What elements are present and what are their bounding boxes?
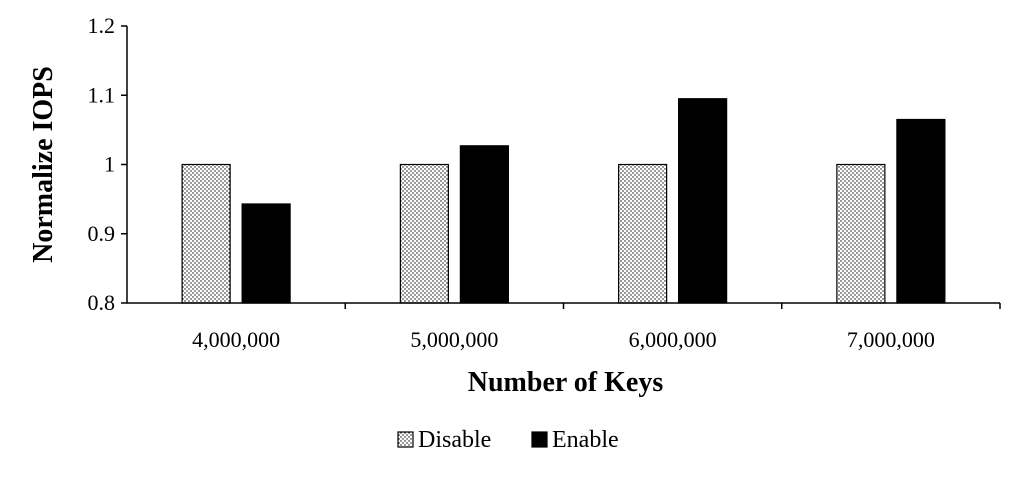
- bar-disable-3: [836, 163, 886, 304]
- bar-disable-2: [618, 163, 668, 304]
- x-tick-label: 4,000,000: [192, 327, 280, 352]
- bar-enable-0: [241, 203, 291, 304]
- bar-disable-0: [181, 163, 231, 304]
- x-tick-label: 7,000,000: [847, 327, 935, 352]
- legend-label-enable: Enable: [552, 427, 619, 453]
- bar-enable-3: [896, 118, 946, 304]
- y-axis-title: Normalize IOPS: [28, 66, 59, 263]
- y-tick-label: 1.1: [88, 82, 116, 107]
- bar-enable-1: [459, 145, 509, 304]
- x-axis-ticks: 4,000,000 5,000,000 6,000,000 7,000,000: [192, 303, 1001, 352]
- x-axis-title: Number of Keys: [468, 367, 664, 398]
- y-tick-label: 0.8: [88, 290, 116, 315]
- x-tick-label: 5,000,000: [410, 327, 498, 352]
- bar-disable-1: [399, 163, 449, 304]
- legend-swatch-disable: [397, 431, 414, 448]
- y-tick-label: 0.9: [88, 221, 116, 246]
- legend: Disable Enable: [397, 427, 619, 453]
- legend-label-disable: Disable: [418, 427, 491, 453]
- legend-swatch-enable: [531, 431, 548, 448]
- bars: [181, 98, 946, 304]
- y-tick-label: 1: [104, 152, 115, 177]
- y-tick-label: 1.2: [88, 13, 116, 38]
- bar-enable-2: [678, 98, 728, 304]
- x-tick-label: 6,000,000: [629, 327, 717, 352]
- y-axis-ticks: 0.8 0.9 1 1.1 1.2: [88, 13, 127, 315]
